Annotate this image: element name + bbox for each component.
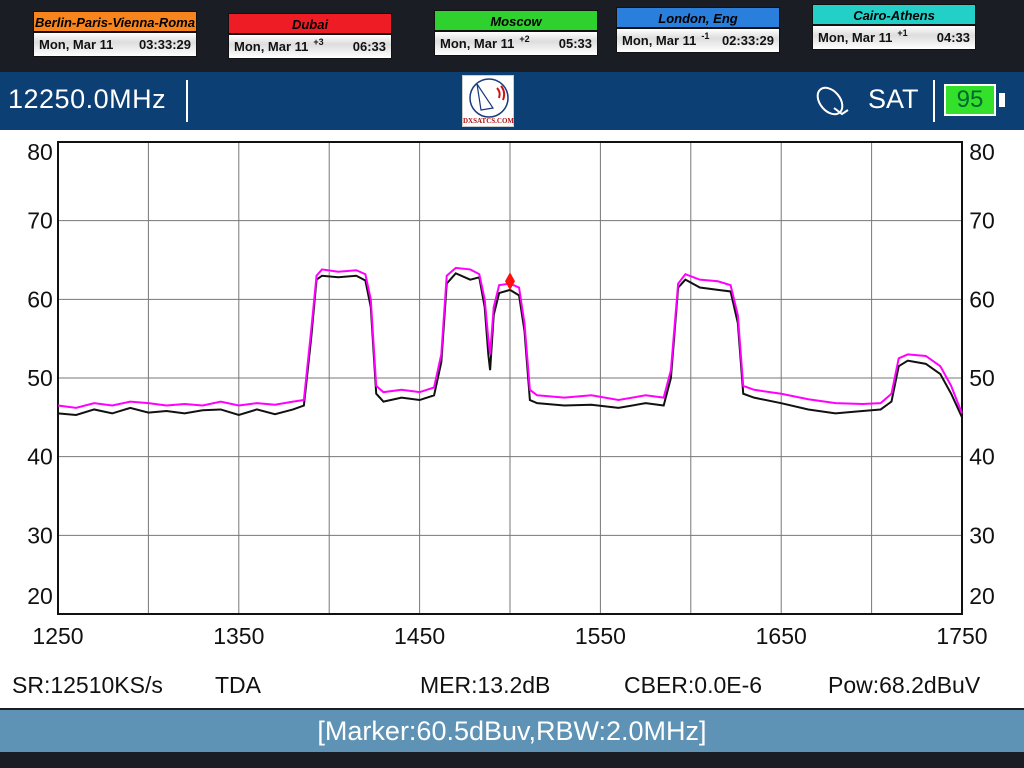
battery-icon <box>999 93 1005 107</box>
clock-date: Mon, Mar 11 <box>234 39 309 54</box>
battery-level: 95 <box>944 84 996 116</box>
trace-magenta <box>57 266 963 414</box>
satellite-dish-icon <box>816 86 849 116</box>
divider <box>186 80 188 122</box>
y-tick-label-left: 40 <box>27 444 53 470</box>
clock-city: Cairo-Athens <box>812 4 976 25</box>
y-tick-label-right: 60 <box>969 286 995 312</box>
modulation-mode: TDA <box>215 672 261 698</box>
mer-value: MER:13.2dB <box>420 672 551 698</box>
clock-date: Mon, Mar 11 <box>440 36 515 51</box>
center-frequency[interactable]: 12250.0MHz <box>8 84 167 114</box>
mode-label: SAT <box>868 84 919 114</box>
y-tick-label-right: 50 <box>969 365 995 391</box>
clock-time-row: Mon, Mar 11 03:33:29 <box>33 32 197 57</box>
x-tick-label: 1350 <box>213 623 264 649</box>
clock-time: 05:33 <box>558 36 592 51</box>
clock-time-row: Mon, Mar 11 +1 04:33 <box>812 25 976 50</box>
spectrum-chart[interactable]: 1250 1350 1450 1550 1650 1750 80 80 70 70 60 60 50 50… <box>0 130 1024 708</box>
header-bar: 12250.0MHz DXSATCS.COM SAT 95 <box>0 72 1024 130</box>
y-tick-label-right: 80 <box>969 139 995 165</box>
y-tick-label-right: 20 <box>969 583 995 609</box>
clock-date: Mon, Mar 11 <box>39 37 114 52</box>
clock-city: Berlin-Paris-Vienna-Roma <box>33 11 197 32</box>
marker-diamond <box>505 272 515 291</box>
divider <box>933 80 935 122</box>
clock-time: 04:33 <box>936 30 970 45</box>
y-tick-label-right: 40 <box>969 444 995 470</box>
clock-2: Moscow Mon, Mar 11 +2 05:33 <box>434 10 598 56</box>
clock-0: Berlin-Paris-Vienna-Roma Mon, Mar 11 03:3… <box>33 11 197 57</box>
satellite-dish-logo-icon <box>469 78 509 118</box>
clock-time: 03:33:29 <box>138 37 191 52</box>
x-tick-label: 1250 <box>32 623 83 649</box>
spectrum-panel: 1250 1350 1450 1550 1650 1750 80 80 70 70 60 60 50 50… <box>0 130 1024 708</box>
y-tick-label-left: 20 <box>27 583 53 609</box>
x-tick-label: 1550 <box>575 623 626 649</box>
logo-text: DXSATCS.COM <box>463 117 515 125</box>
y-tick-label-right: 30 <box>969 522 995 548</box>
x-tick-label: 1750 <box>936 623 987 649</box>
plot-frame <box>57 141 963 615</box>
clock-time: 02:33:29 <box>721 33 774 48</box>
clock-time-row: Mon, Mar 11 -1 02:33:29 <box>616 28 780 53</box>
clock-offset: +1 <box>897 28 908 38</box>
trace-black <box>57 272 963 418</box>
clock-1: Dubai Mon, Mar 11 +3 06:33 <box>228 13 392 59</box>
cber-value: CBER:0.0E-6 <box>624 672 763 698</box>
x-tick-label: 1650 <box>756 623 807 649</box>
y-tick-label-left: 30 <box>27 522 53 548</box>
y-tick-label-left: 50 <box>27 365 53 391</box>
y-tick-label-left: 70 <box>27 208 53 234</box>
power-value: Pow:68.2dBuV <box>828 672 981 698</box>
clock-offset: -1 <box>701 31 710 41</box>
clock-time-row: Mon, Mar 11 +2 05:33 <box>434 31 598 56</box>
clock-time: 06:33 <box>352 39 386 54</box>
y-tick-label-right: 70 <box>969 208 995 234</box>
y-tick-label-left: 80 <box>27 139 53 165</box>
clock-offset: +3 <box>313 37 324 47</box>
x-tick-label: 1450 <box>394 623 445 649</box>
y-tick-label-left: 60 <box>27 286 53 312</box>
clock-city: London, Eng <box>616 7 780 28</box>
clock-date: Mon, Mar 11 <box>622 33 697 48</box>
clock-date: Mon, Mar 11 <box>818 30 893 45</box>
clock-offset: +2 <box>519 34 530 44</box>
marker-status: [Marker:60.5dBuv,RBW:2.0MHz] <box>0 710 1024 752</box>
clock-time-row: Mon, Mar 11 +3 06:33 <box>228 34 392 59</box>
clock-city: Dubai <box>228 13 392 34</box>
symbol-rate: SR:12510KS/s <box>12 672 163 698</box>
clock-4: Cairo-Athens Mon, Mar 11 +1 04:33 <box>812 4 976 50</box>
clock-city: Moscow <box>434 10 598 31</box>
clock-3: London, Eng Mon, Mar 11 -1 02:33:29 <box>616 7 780 53</box>
logo: DXSATCS.COM <box>462 75 514 127</box>
